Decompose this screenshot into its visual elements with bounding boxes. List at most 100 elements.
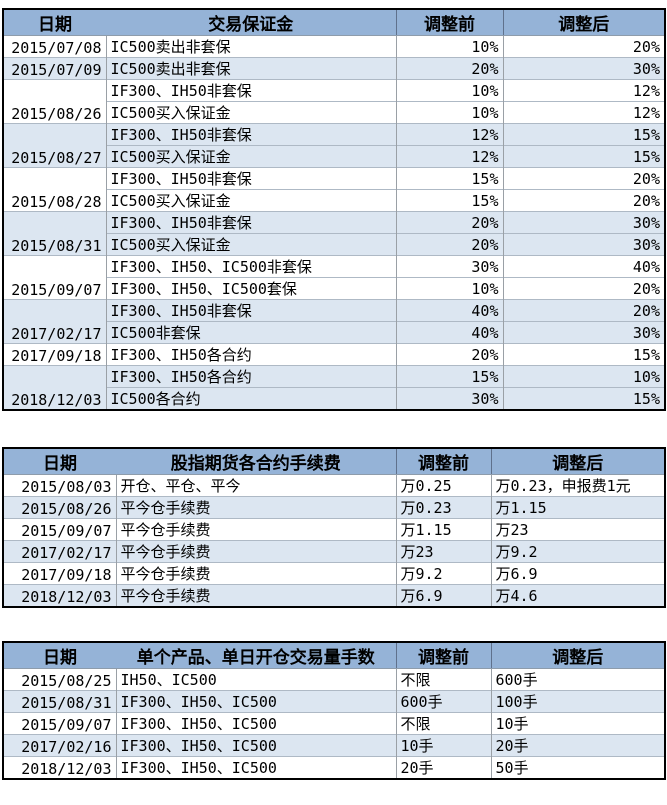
- item-cell: IF300、IH50、IC500套保: [105, 277, 396, 300]
- table-row: 2015/08/26 IF300、IH50非套保 10% 12%: [3, 79, 665, 124]
- table-row: 2015/08/03 开仓、平仓、平今 万0.25 万0.23，申报费1元: [3, 474, 665, 497]
- date-cell: 2015/08/27: [3, 123, 106, 168]
- before-cell: 30%: [395, 255, 503, 278]
- before-cell: 万6.9: [395, 584, 491, 607]
- date-cell: 2015/09/07: [3, 518, 116, 541]
- table-row: 2015/09/07 IF300、IH50、IC500非套保 30% 40%: [3, 255, 665, 300]
- item-cell: IF300、IH50各合约: [105, 365, 396, 388]
- item-cell: IC500卖出非套保: [105, 57, 396, 80]
- item-cell: IF300、IH50、IC500: [115, 690, 396, 713]
- before-cell: 20%: [395, 211, 503, 234]
- before-cell: 万0.25: [395, 474, 491, 497]
- before-cell: 15%: [395, 167, 503, 190]
- before-cell: 600手: [395, 690, 491, 713]
- date-cell: 2015/08/03: [3, 474, 116, 497]
- date-cell: 2015/07/09: [3, 57, 106, 80]
- table-row: 2015/08/25 IH50、IC500 不限 600手: [3, 668, 665, 691]
- after-cell: 万0.23，申报费1元: [490, 474, 665, 497]
- after-cell: 100手: [490, 690, 665, 713]
- item-cell: IC500买入保证金: [105, 189, 396, 212]
- after-cell: 万9.2: [490, 540, 665, 563]
- table-row: 2015/08/31 IF300、IH50、IC500 600手 100手: [3, 690, 665, 713]
- before-cell: 万23: [395, 540, 491, 563]
- col-header-after: 调整后: [502, 9, 665, 36]
- table-row: IC500买入保证金 15% 20%: [3, 189, 665, 212]
- after-cell: 20手: [490, 734, 665, 757]
- item-cell: 平今仓手续费: [115, 562, 396, 585]
- after-cell: 20%: [502, 167, 665, 190]
- date-cell: 2015/08/31: [3, 690, 116, 713]
- date-cell: 2015/08/31: [3, 211, 106, 256]
- before-cell: 20%: [395, 57, 503, 80]
- table-row: 2018/12/03 IF300、IH50、IC500 20手 50手: [3, 756, 665, 779]
- fee-adjustment-table: 日期 股指期货各合约手续费 调整前 调整后 2015/08/03 开仓、平仓、平今…: [2, 447, 666, 608]
- date-cell: 2017/02/17: [3, 540, 116, 563]
- after-cell: 50手: [490, 756, 665, 779]
- table-row: IF300、IH50、IC500套保 10% 20%: [3, 277, 665, 300]
- before-cell: 万1.15: [395, 518, 491, 541]
- before-cell: 10%: [395, 35, 503, 58]
- fee-table-body: 2015/08/03 开仓、平仓、平今 万0.25 万0.23，申报费1元 2015/0…: [3, 474, 665, 607]
- col-header-after: 调整后: [490, 448, 665, 475]
- before-cell: 不限: [395, 712, 491, 735]
- col-header-item: 交易保证金: [106, 9, 396, 36]
- item-cell: 平今仓手续费: [115, 584, 396, 607]
- table-row: 2015/07/09 IC500卖出非套保 20% 30%: [3, 57, 665, 80]
- table-row: 2018/12/03 IF300、IH50各合约 15% 10%: [3, 365, 665, 410]
- item-cell: IC500各合约: [105, 387, 396, 410]
- before-cell: 10%: [395, 101, 503, 124]
- before-cell: 不限: [395, 668, 491, 691]
- margin-table-body: 2015/07/08 IC500卖出非套保 10% 20% 2015/07/09 IC50…: [3, 35, 665, 410]
- table-row: IC500买入保证金 20% 30%: [3, 233, 665, 256]
- table-row: 2015/08/27 IF300、IH50非套保 12% 15%: [3, 123, 665, 168]
- date-cell: 2015/09/07: [3, 712, 116, 735]
- item-cell: IF300、IH50、IC500: [115, 712, 396, 735]
- date-cell: 2018/12/03: [3, 756, 116, 779]
- after-cell: 20%: [502, 277, 665, 300]
- after-cell: 30%: [502, 57, 665, 80]
- before-cell: 20%: [395, 343, 503, 366]
- margin-adjustment-table: 日期 交易保证金 调整前 调整后 2015/07/08 IC500卖出非套保 10%…: [2, 8, 666, 411]
- after-cell: 20%: [502, 189, 665, 212]
- col-header-item: 股指期货各合约手续费: [116, 448, 396, 475]
- date-cell: 2017/09/18: [3, 343, 106, 366]
- col-header-date: 日期: [3, 642, 116, 669]
- volume-limit-table: 日期 单个产品、单日开仓交易量手数 调整前 调整后 2015/08/25 IH50…: [2, 641, 666, 780]
- table-row: IC500各合约 30% 15%: [3, 387, 665, 410]
- item-cell: IC500买入保证金: [105, 145, 396, 168]
- before-cell: 12%: [395, 123, 503, 146]
- header-row: 日期 单个产品、单日开仓交易量手数 调整前 调整后: [3, 642, 665, 669]
- col-header-item: 单个产品、单日开仓交易量手数: [116, 642, 396, 669]
- after-cell: 20%: [502, 35, 665, 58]
- after-cell: 12%: [502, 79, 665, 102]
- after-cell: 15%: [502, 145, 665, 168]
- before-cell: 30%: [395, 387, 503, 410]
- header-row: 日期 股指期货各合约手续费 调整前 调整后: [3, 448, 665, 475]
- item-cell: IF300、IH50各合约: [105, 343, 396, 366]
- table-row: 2015/08/31 IF300、IH50非套保 20% 30%: [3, 211, 665, 256]
- before-cell: 40%: [395, 299, 503, 322]
- date-cell: 2015/08/26: [3, 496, 116, 519]
- table-row: 2017/09/18 平今仓手续费 万9.2 万6.9: [3, 562, 665, 585]
- after-cell: 12%: [502, 101, 665, 124]
- after-cell: 15%: [502, 123, 665, 146]
- item-cell: IF300、IH50非套保: [105, 123, 396, 146]
- date-cell: 2015/08/25: [3, 668, 116, 691]
- after-cell: 30%: [502, 211, 665, 234]
- before-cell: 20%: [395, 233, 503, 256]
- table-row: IC500买入保证金 10% 12%: [3, 101, 665, 124]
- item-cell: IC500买入保证金: [105, 233, 396, 256]
- after-cell: 15%: [502, 387, 665, 410]
- table-row: 2017/02/17 平今仓手续费 万23 万9.2: [3, 540, 665, 563]
- item-cell: IH50、IC500: [115, 668, 396, 691]
- table-row: 2018/12/03 平今仓手续费 万6.9 万4.6: [3, 584, 665, 607]
- date-cell: 2015/09/07: [3, 255, 106, 300]
- item-cell: IC500非套保: [105, 321, 396, 344]
- after-cell: 万6.9: [490, 562, 665, 585]
- header-row: 日期 交易保证金 调整前 调整后: [3, 9, 665, 36]
- after-cell: 10%: [502, 365, 665, 388]
- date-cell: 2015/07/08: [3, 35, 106, 58]
- before-cell: 10手: [395, 734, 491, 757]
- col-header-date: 日期: [3, 448, 116, 475]
- date-cell: 2015/08/26: [3, 79, 106, 124]
